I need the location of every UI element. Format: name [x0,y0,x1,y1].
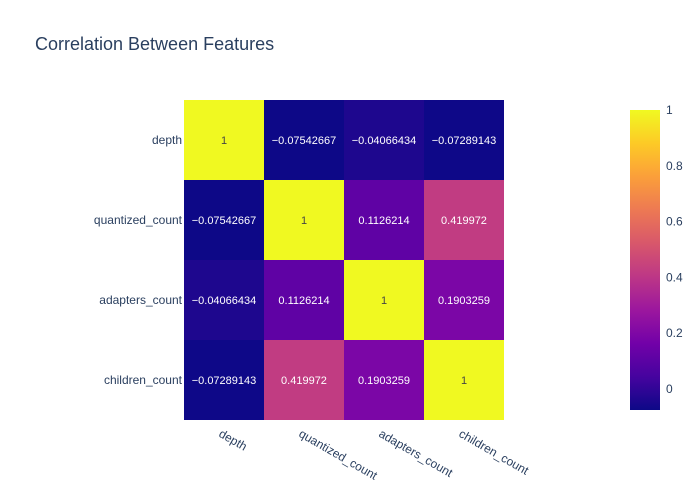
x-axis-tick-label: children_count [457,426,532,477]
heatmap-cell [184,340,264,420]
heatmap-cell [264,260,344,340]
heatmap-cell-label: 1 [221,135,227,147]
heatmap-cell-label: 0.1903259 [438,295,490,307]
heatmap-cell [424,180,504,260]
heatmap-cell [344,340,424,420]
heatmap-cell [344,180,424,260]
y-axis-tick-label: depth [152,133,182,147]
chart-title: Correlation Between Features [35,34,274,54]
heatmap-cell-label: −0.07542667 [272,135,337,147]
y-axis-tick-labels: depth quantized_count adapters_countchildr… [94,133,183,387]
heatmap-cell [264,340,344,420]
heatmap-cell-label: 0.419972 [281,375,327,387]
x-axis-tick-label: depth [217,426,250,453]
colorbar-tick-label: 0.2 [666,326,683,340]
colorbar [630,110,660,410]
x-axis-tick-label: adapters_count [377,426,456,480]
colorbar-tick-label: 0 [666,382,673,396]
colorbar-tick-label: 0.8 [666,159,683,173]
heatmap-cells [184,100,504,420]
colorbar-tick-label: 0.4 [666,270,683,284]
heatmap-cell-label: 0.1903259 [358,375,410,387]
y-axis-tick-label: children_count [104,373,183,387]
heatmap-cell [424,100,504,180]
heatmap-cell-label: −0.04066434 [192,295,257,307]
heatmap-cell [184,100,264,180]
heatmap-cell-label: −0.07289143 [432,135,497,147]
colorbar-tick-label: 1 [666,103,673,117]
heatmap-cell [424,340,504,420]
heatmap-cell [184,260,264,340]
heatmap-cell-label: 0.1126214 [358,215,409,227]
heatmap-cell-label: 1 [381,295,387,307]
heatmap-cell-label: 1 [301,215,307,227]
heatmap-cell-labels: 1 −0.07542667 −0.04066434 −0.07289143 −0.075… [192,135,497,387]
heatmap-cell-label: 1 [461,375,467,387]
y-axis-tick-label: adapters_count [99,293,182,307]
heatmap-cell-label: 0.419972 [441,215,487,227]
heatmap-cell-label: −0.04066434 [352,135,417,147]
heatmap-cell-label: −0.07289143 [192,375,257,387]
heatmap-cell [344,100,424,180]
x-axis-tick-label: quantized_count [297,426,381,482]
heatmap-cell [264,180,344,260]
heatmap-cell [264,100,344,180]
colorbar-tick-label: 0.6 [666,215,683,229]
heatmap-cell [424,260,504,340]
heatmap-cell [184,180,264,260]
colorbar-tick-labels: 0 0.2 0.4 0.6 0.8 1 [666,103,683,396]
heatmap-cell [344,260,424,340]
heatmap-cell-label: 0.1126214 [278,295,329,307]
y-axis-tick-label: quantized_count [94,213,183,227]
heatmap-cell-label: −0.07542667 [192,215,257,227]
